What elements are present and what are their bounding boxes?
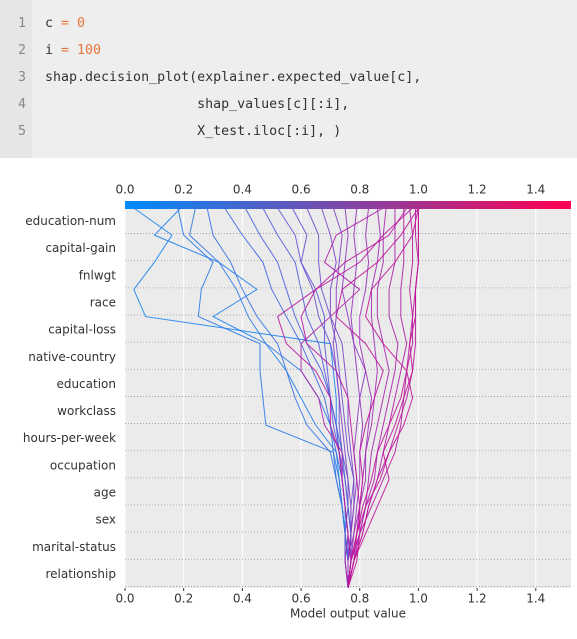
feature-label: occupation xyxy=(50,458,116,472)
code-line: X_test.iloc[:i], ) xyxy=(45,124,341,139)
top-tick-label: 0.0 xyxy=(115,183,134,197)
decision-line xyxy=(332,207,352,588)
top-tick-label: 1.0 xyxy=(409,183,428,197)
x-axis-label: Model output value xyxy=(290,607,406,621)
code-gutter xyxy=(0,0,32,158)
lines xyxy=(133,207,419,589)
code-token: X_test.iloc[:i], ) xyxy=(45,124,341,139)
x-tick-label: 1.0 xyxy=(409,592,428,606)
code-cell xyxy=(0,0,577,158)
decision-line xyxy=(347,207,419,589)
feature-label: hours-per-week xyxy=(23,431,116,445)
feature-label: capital-gain xyxy=(45,241,116,255)
top-tick-label: 0.8 xyxy=(350,183,369,197)
top-tick-label: 1.2 xyxy=(468,183,487,197)
code-token: i xyxy=(45,43,61,58)
decision-line xyxy=(347,208,399,589)
code-token: 0 xyxy=(77,16,85,31)
line-number: 2 xyxy=(18,43,26,58)
code: 1 c = 0 2 i = 100 3 shap.decision_plot(explai… xyxy=(18,16,421,139)
x-tick-label: 1.4 xyxy=(526,592,545,606)
decision-line xyxy=(347,207,364,589)
code-token: shap.decision_plot(explainer.expected_va… xyxy=(45,70,421,85)
line-number: 4 xyxy=(18,97,26,112)
code-token xyxy=(69,43,77,58)
code-token: c xyxy=(45,16,61,31)
x-tick-label: 0.4 xyxy=(233,592,252,606)
code-line: shap.decision_plot(explainer.expected_va… xyxy=(45,70,421,85)
top-tick-label: 0.2 xyxy=(174,183,193,197)
code-line: shap_values[c][:i], xyxy=(45,97,349,112)
code-token: = xyxy=(61,43,69,58)
code-line: i = 100 xyxy=(45,43,101,58)
x-tick-label: 0.2 xyxy=(174,592,193,606)
code-token: 100 xyxy=(77,43,101,58)
feature-label: relationship xyxy=(45,567,116,581)
decision-line xyxy=(335,207,419,589)
feature-label: education xyxy=(56,377,116,391)
code-token: shap_values[c][:i], xyxy=(45,97,349,112)
feature-label: race xyxy=(90,296,116,310)
line-number: 3 xyxy=(18,70,26,85)
top-tick-label: 0.6 xyxy=(292,183,311,197)
decision-line xyxy=(206,207,349,588)
colorbar xyxy=(125,201,571,209)
feature-label: marital-status xyxy=(32,540,116,554)
code-token xyxy=(69,16,77,31)
top-tick-label: 1.4 xyxy=(526,183,545,197)
x-tick-label: 1.2 xyxy=(468,592,487,606)
decision-line xyxy=(347,208,419,589)
code-token: = xyxy=(61,16,69,31)
feature-label: education-num xyxy=(25,214,116,228)
top-tick-label: 0.4 xyxy=(233,183,252,197)
feature-label: age xyxy=(94,486,116,500)
line-number: 5 xyxy=(18,124,26,139)
feature-label: native-country xyxy=(28,350,116,364)
x-tick-label: 0.6 xyxy=(292,592,311,606)
line-number: 1 xyxy=(18,16,26,31)
decision-line xyxy=(347,207,372,588)
code-line: c = 0 xyxy=(45,16,85,31)
decision-line xyxy=(133,207,349,588)
feature-label: capital-loss xyxy=(48,323,116,337)
x-tick-label: 0.8 xyxy=(350,592,369,606)
feature-label: fnlwgt xyxy=(79,268,117,282)
x-tick-label: 0.0 xyxy=(115,592,134,606)
decision-line xyxy=(300,207,413,589)
feature-label: sex xyxy=(95,513,116,527)
decision-line xyxy=(300,207,384,589)
feature-label: workclass xyxy=(57,404,116,418)
